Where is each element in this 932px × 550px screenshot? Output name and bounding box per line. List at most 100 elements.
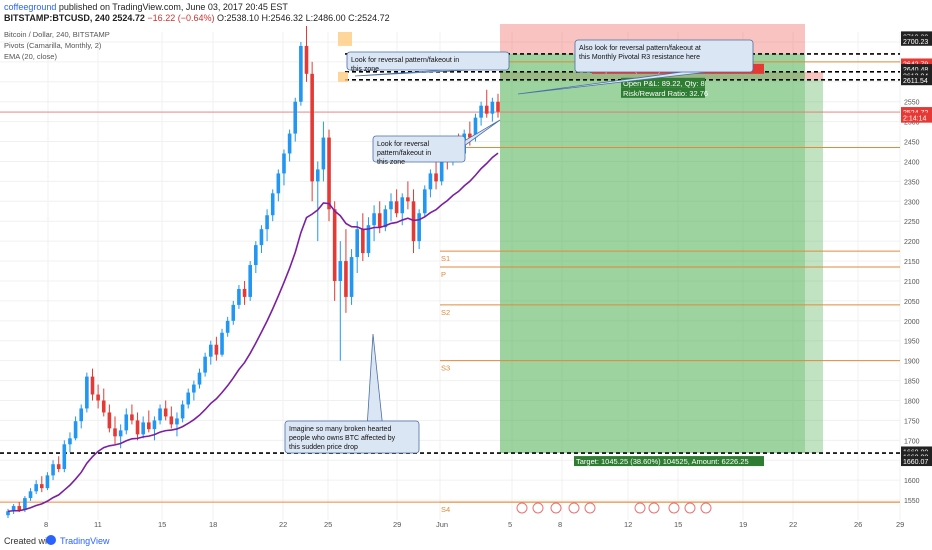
candle-body (484, 105, 489, 114)
candle-body (101, 400, 106, 413)
price-tag-label: 2:14:14 (903, 116, 926, 123)
x-tick-label: 19 (739, 520, 747, 529)
x-tick-label: 29 (393, 520, 401, 529)
event-marker (684, 502, 696, 514)
candle-body (248, 265, 252, 297)
pivot-label: P (441, 270, 446, 279)
x-tick-label: 25 (324, 520, 332, 529)
candle-body (321, 137, 326, 170)
y-tick-label: 2500 (904, 120, 920, 127)
candle-body (51, 464, 55, 476)
candle-body (439, 157, 444, 182)
y-tick-label: 1750 (904, 418, 920, 425)
y-tick-label: 2300 (904, 199, 920, 206)
candle-body (85, 376, 89, 409)
candle-body (79, 408, 84, 422)
candle-body (45, 475, 50, 489)
annotation-zone-2: Look for reversal (377, 141, 430, 148)
y-tick-label: 2350 (904, 179, 920, 186)
x-tick-label: 11 (94, 520, 102, 529)
x-tick-label: 15 (674, 520, 682, 529)
candle-body (377, 213, 382, 228)
candle-body (293, 101, 298, 134)
pivot-label: S1 (441, 254, 450, 263)
rr-label-bg (621, 87, 705, 98)
y-tick-label: 1900 (904, 359, 920, 366)
candle-body (135, 420, 140, 435)
pnl-label-bg (621, 77, 705, 88)
candle-body (315, 169, 320, 182)
price-tag (901, 456, 932, 467)
candle-body (186, 392, 191, 405)
annotation-drop: Imagine so many broken hearted (289, 426, 391, 433)
candle-body (28, 491, 33, 499)
x-tick-label: 8 (558, 520, 562, 529)
event-marker (668, 502, 680, 514)
candle-body (39, 484, 44, 489)
y-tick-label: 2200 (904, 239, 920, 246)
y-tick-label: 1550 (904, 498, 920, 505)
y-tick-label: 1600 (904, 478, 920, 485)
ohlc-values: O:2538.10 H:2546.32 L:2486.00 C:2524.72 (217, 13, 390, 23)
annotation-drop-box (284, 420, 420, 454)
x-tick-label: 29 (896, 520, 904, 529)
annotation-r3-pointer (517, 71, 709, 95)
candle-body (355, 229, 359, 258)
annotation-zone-1: this zone (351, 66, 379, 73)
legend-title: Bitcoin / Dollar, 240, BITSTAMP (4, 30, 110, 39)
candle-body (473, 117, 478, 138)
price-tag-label: 2700.23 (903, 39, 928, 46)
candle-body (242, 288, 247, 297)
candle-body (17, 506, 22, 511)
author-name[interactable]: coffeeground (4, 2, 57, 12)
candle-body (490, 101, 495, 114)
y-tick-label: 1800 (904, 398, 920, 405)
price-tag-label: 1660.07 (903, 459, 928, 466)
rr-label: Risk/Reward Ratio: 32.76 (623, 89, 708, 98)
candle-body (372, 213, 376, 226)
annotation-zone-1: Look for reversal pattern/fakeout in (351, 57, 459, 64)
candle-body (237, 288, 241, 305)
price-tag (901, 107, 932, 118)
candle-body (175, 418, 179, 425)
profit-zone (805, 79, 823, 454)
candle-body (220, 332, 224, 355)
candle-body (90, 376, 95, 395)
x-tick-label: 26 (854, 520, 862, 529)
pnl-label: Open P&L: 89.22, Qty: 8 (623, 79, 705, 88)
price-tag (901, 112, 932, 123)
y-tick-label: 2150 (904, 259, 920, 266)
candle-body (383, 209, 388, 228)
candle-body (282, 153, 286, 174)
candle-body (73, 421, 78, 439)
candle-body (147, 422, 151, 430)
y-tick-label: 2000 (904, 319, 920, 326)
footer: Created with TradingView (0, 531, 932, 550)
candle-body (304, 45, 309, 74)
candle-body (428, 173, 433, 190)
candle-body (287, 133, 292, 154)
candle-body (406, 197, 410, 202)
created-with-label: Created with (4, 536, 55, 546)
legend-ema: EMA (20, close) (4, 52, 57, 61)
candle-body (344, 261, 348, 297)
candle-body (107, 412, 112, 429)
candle-body (56, 464, 61, 470)
price-tag-label: 2611.54 (903, 78, 928, 85)
candle-body (225, 320, 230, 333)
target-label-bg (574, 456, 764, 467)
price-chart[interactable]: R3R1S1PS2S3S4155016001650170017501800185… (0, 24, 932, 531)
candle-body (400, 197, 405, 214)
price-tag (901, 64, 932, 75)
candle-body (141, 422, 145, 435)
candle-body (130, 414, 134, 421)
tradingview-link[interactable]: TradingView (60, 536, 110, 546)
pivot-label: S2 (441, 308, 450, 317)
y-tick-label: 1950 (904, 339, 920, 346)
annotation-zone-2: this zone (377, 159, 405, 166)
x-tick-label: 18 (209, 520, 217, 529)
legend-pivots: Pivots (Camarilla, Monthly, 2) (4, 41, 102, 50)
candle-body (34, 484, 38, 492)
candle-body (6, 511, 10, 516)
y-tick-label: 1700 (904, 438, 920, 445)
